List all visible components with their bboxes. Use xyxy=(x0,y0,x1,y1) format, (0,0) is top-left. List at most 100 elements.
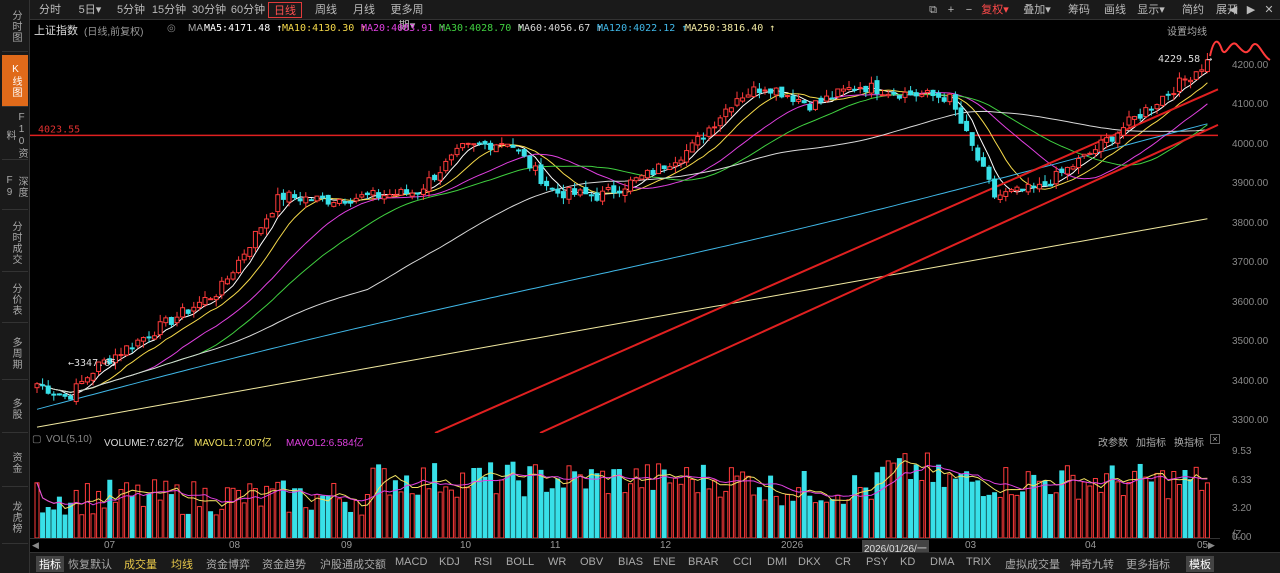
plus-icon[interactable]: + xyxy=(947,4,955,16)
indicator-tab-17[interactable]: DMI xyxy=(767,556,788,568)
candle-body xyxy=(532,165,538,171)
volume-bar xyxy=(516,480,522,538)
nav-item-4[interactable]: 分时成交 xyxy=(2,215,28,272)
indicator-tab-5[interactable]: 资金趋势 xyxy=(262,559,306,571)
tool-5[interactable]: 简约 xyxy=(1182,4,1204,16)
indicator-tab-21[interactable]: KD xyxy=(900,556,916,568)
indicator-tab-7[interactable]: MACD xyxy=(395,556,428,568)
period-4[interactable]: 30分钟 xyxy=(191,4,227,16)
indicator-tab-22[interactable]: DMA xyxy=(930,556,955,568)
indicator-tab-27[interactable]: 模板 xyxy=(1186,556,1214,572)
nav-item-9[interactable]: 龙虎榜 xyxy=(2,492,28,544)
ma-settings[interactable]: 设置均线 xyxy=(1167,27,1207,38)
volume-bar xyxy=(566,465,572,538)
nav-item-5[interactable]: 分价表 xyxy=(2,277,28,323)
indicator-tab-12[interactable]: OBV xyxy=(580,556,604,568)
indicator-tab-24[interactable]: 虚拟成交量 xyxy=(1005,559,1060,571)
indicator-tab-26[interactable]: 更多指标 xyxy=(1126,559,1170,571)
kline-chart[interactable]: 4023.55 4229.58 → ←3347.65 xyxy=(30,38,1220,433)
indicator-tab-11[interactable]: WR xyxy=(548,556,567,568)
indicator-tab-25[interactable]: 神奇九转 xyxy=(1070,559,1114,571)
indicator-tab-6[interactable]: 沪股通成交额 xyxy=(320,559,386,571)
nav-item-7[interactable]: 多股 xyxy=(2,385,28,433)
volume-bar xyxy=(504,464,510,538)
indicator-tab-3[interactable]: 均线 xyxy=(171,559,193,571)
nav-item-3[interactable]: 深度F9 xyxy=(2,165,28,210)
volume-bar xyxy=(745,475,751,538)
vol-action-params[interactable]: 改参数 xyxy=(1098,438,1128,449)
indicator-tab-19[interactable]: CR xyxy=(835,556,851,568)
indicator-tab-10[interactable]: BOLL xyxy=(506,556,535,568)
candle-body xyxy=(135,339,141,347)
volume-bar xyxy=(280,480,286,538)
period-5[interactable]: 60分钟 xyxy=(230,4,266,16)
nav-item-1[interactable]: K线图 xyxy=(2,55,28,107)
volume-bar xyxy=(488,462,494,538)
period-1[interactable]: 5日▾ xyxy=(78,4,102,16)
period-0[interactable]: 分时 xyxy=(39,4,61,16)
volume-bar xyxy=(644,464,650,538)
indicator-tab-14[interactable]: ENE xyxy=(653,556,676,568)
volume-bar xyxy=(801,470,807,538)
volume-settings-icon[interactable]: ▢ xyxy=(32,434,42,445)
indicator-tab-20[interactable]: PSY xyxy=(866,556,889,568)
candle-body xyxy=(560,191,566,199)
volume-chart[interactable] xyxy=(30,448,1220,538)
nav-item-2[interactable]: F10资料 xyxy=(2,112,28,160)
period-7[interactable]: 周线 xyxy=(315,4,337,16)
indicator-tab-18[interactable]: DKX xyxy=(798,556,821,568)
indicator-tab-13[interactable]: BIAS xyxy=(618,556,644,568)
indicator-tab-8[interactable]: KDJ xyxy=(439,556,460,568)
volume-bar xyxy=(185,513,191,538)
copy-icon[interactable]: ⧉ xyxy=(929,4,937,16)
volume-bar xyxy=(45,507,51,538)
close-icon[interactable]: ✕ xyxy=(1264,4,1274,16)
volume-bar xyxy=(986,494,992,538)
period-6[interactable]: 日线 xyxy=(268,2,302,18)
vol-action-change[interactable]: 换指标 xyxy=(1174,438,1204,449)
candle-body xyxy=(818,97,824,103)
tool-6[interactable]: 展开 xyxy=(1216,4,1238,16)
period-9[interactable]: 更多周期▾ xyxy=(390,4,424,32)
tool-0[interactable]: 复权▾ xyxy=(981,4,1009,16)
nav-item-6[interactable]: 多周期 xyxy=(2,328,28,380)
volume-bar xyxy=(555,478,561,538)
tool-1[interactable]: 叠加▾ xyxy=(1023,4,1051,16)
indicator-tab-9[interactable]: RSI xyxy=(474,556,493,568)
volume-bar xyxy=(336,498,342,538)
volume-bar xyxy=(1171,471,1177,538)
tool-3[interactable]: 画线 xyxy=(1104,4,1126,16)
volume-bar xyxy=(717,496,723,538)
back-icon[interactable]: ◀ xyxy=(1228,4,1238,16)
minus-icon[interactable]: − xyxy=(965,4,973,16)
nav-item-0[interactable]: 分时图 xyxy=(2,2,28,52)
indicator-tab-4[interactable]: 资金博弈 xyxy=(206,559,250,571)
period-8[interactable]: 月线 xyxy=(353,4,375,16)
candle-body xyxy=(891,91,897,95)
candle-body xyxy=(157,321,163,336)
volume-bar xyxy=(96,490,102,538)
candle-body xyxy=(1160,95,1166,106)
vol-action-add[interactable]: 加指标 xyxy=(1136,438,1166,449)
indicator-tab-23[interactable]: TRIX xyxy=(966,556,992,568)
scroll-right-icon[interactable]: ▶ xyxy=(1208,540,1215,550)
indicator-tab-0[interactable]: 指标 xyxy=(36,556,64,572)
period-3[interactable]: 15分钟 xyxy=(151,4,187,16)
volume-bar xyxy=(980,496,986,538)
indicator-tab-1[interactable]: 恢复默认 xyxy=(68,559,112,571)
period-2[interactable]: 5分钟 xyxy=(116,4,146,16)
candle-body xyxy=(387,193,393,198)
indicator-tab-15[interactable]: BRAR xyxy=(688,556,719,568)
tool-2[interactable]: 筹码 xyxy=(1068,4,1090,16)
scroll-left-icon[interactable]: ◀ xyxy=(32,540,39,550)
volume-bar xyxy=(68,502,74,538)
indicator-tab-16[interactable]: CCI xyxy=(733,556,752,568)
volume-tick: 6.33 xyxy=(1232,475,1252,487)
settings-icon[interactable]: ◎ xyxy=(167,23,176,34)
nav-item-8[interactable]: 资金 xyxy=(2,440,28,487)
forward-icon[interactable]: ▶ xyxy=(1246,4,1256,16)
indicator-tab-2[interactable]: 成交量 xyxy=(124,559,157,571)
vol-close-icon[interactable]: × xyxy=(1210,434,1220,444)
ma-value-2: MA20:4083.91 ↑ xyxy=(361,23,446,34)
tool-4[interactable]: 显示▾ xyxy=(1137,4,1165,16)
